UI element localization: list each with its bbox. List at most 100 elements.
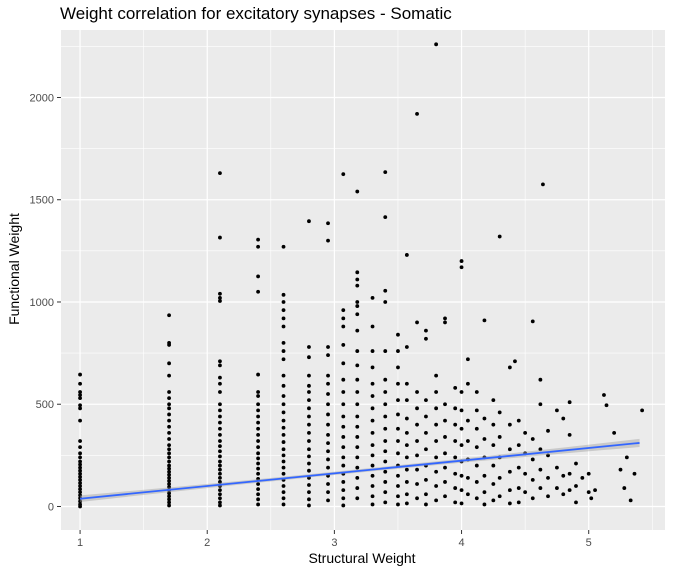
data-point xyxy=(443,320,447,325)
data-point xyxy=(256,461,260,466)
data-point xyxy=(404,467,409,472)
data-point xyxy=(355,435,360,439)
data-point xyxy=(474,445,479,450)
data-point xyxy=(218,459,222,464)
data-point xyxy=(326,353,330,358)
data-point xyxy=(459,488,464,493)
data-point xyxy=(574,484,578,488)
data-point xyxy=(370,430,375,435)
data-point xyxy=(404,480,409,484)
x-tick-label: 3 xyxy=(331,537,337,549)
data-point xyxy=(546,453,550,458)
data-point xyxy=(307,383,311,388)
data-point xyxy=(567,471,572,476)
data-point xyxy=(218,433,222,437)
data-point xyxy=(341,377,346,382)
data-point xyxy=(404,381,409,386)
data-point xyxy=(341,455,346,460)
data-point xyxy=(383,449,388,454)
data-point xyxy=(404,492,409,497)
data-point xyxy=(307,219,311,224)
data-point xyxy=(396,426,400,431)
data-point xyxy=(632,471,637,476)
data-point xyxy=(482,318,487,323)
x-tick-label: 5 xyxy=(586,537,592,549)
data-point xyxy=(622,486,627,490)
data-point xyxy=(443,465,447,470)
data-point xyxy=(218,420,222,425)
data-point xyxy=(404,345,409,349)
data-point xyxy=(538,486,543,490)
data-point xyxy=(507,488,512,493)
data-point xyxy=(466,418,470,423)
data-point xyxy=(424,414,428,419)
data-point xyxy=(326,498,330,503)
data-point xyxy=(281,496,286,501)
data-point xyxy=(482,437,487,441)
data-point xyxy=(561,473,566,478)
data-point xyxy=(453,500,458,505)
data-point xyxy=(78,372,82,377)
data-point xyxy=(424,398,428,403)
data-point xyxy=(167,396,171,400)
data-point xyxy=(396,439,400,443)
data-point xyxy=(78,439,82,443)
data-point xyxy=(341,424,346,429)
data-point xyxy=(307,355,311,360)
data-point xyxy=(459,259,464,263)
data-point xyxy=(281,459,286,464)
data-point xyxy=(370,463,375,468)
data-point xyxy=(167,482,171,486)
data-point xyxy=(618,467,623,472)
data-point xyxy=(466,439,470,443)
data-point xyxy=(218,291,222,296)
data-point xyxy=(453,439,458,443)
data-point xyxy=(78,477,82,482)
data-point xyxy=(466,357,470,362)
data-point xyxy=(443,451,447,456)
data-point xyxy=(218,496,222,501)
data-point xyxy=(281,357,286,362)
data-point xyxy=(78,418,82,423)
data-point xyxy=(256,482,260,486)
data-point xyxy=(167,430,171,435)
data-point xyxy=(443,494,447,499)
data-point xyxy=(167,500,171,505)
data-point xyxy=(491,398,496,403)
data-point xyxy=(256,402,260,407)
data-point xyxy=(370,381,375,386)
x-tick-label: 4 xyxy=(458,537,464,549)
data-point xyxy=(78,406,82,411)
data-point xyxy=(355,189,360,194)
data-point xyxy=(341,463,346,468)
data-point xyxy=(459,390,464,394)
data-point xyxy=(256,244,260,249)
data-point xyxy=(355,475,360,480)
data-point xyxy=(370,494,375,499)
data-point xyxy=(281,465,286,470)
data-point xyxy=(567,400,572,405)
data-point xyxy=(218,363,222,368)
data-point xyxy=(474,480,479,484)
data-point xyxy=(640,408,645,413)
data-point xyxy=(516,465,521,470)
data-point xyxy=(256,274,260,279)
data-point xyxy=(341,316,346,321)
data-point xyxy=(341,496,346,501)
data-point xyxy=(167,455,171,460)
data-point xyxy=(424,328,428,333)
data-point xyxy=(218,480,222,484)
x-tick-label: 2 xyxy=(204,537,210,549)
data-point xyxy=(307,398,311,403)
data-point xyxy=(218,359,222,364)
data-point xyxy=(167,466,171,471)
data-point xyxy=(326,392,330,396)
data-point xyxy=(383,390,388,394)
data-point xyxy=(370,473,375,478)
data-point xyxy=(355,283,360,288)
data-point xyxy=(396,451,400,456)
data-point xyxy=(415,111,419,116)
data-point xyxy=(355,445,360,450)
data-point xyxy=(218,488,222,493)
